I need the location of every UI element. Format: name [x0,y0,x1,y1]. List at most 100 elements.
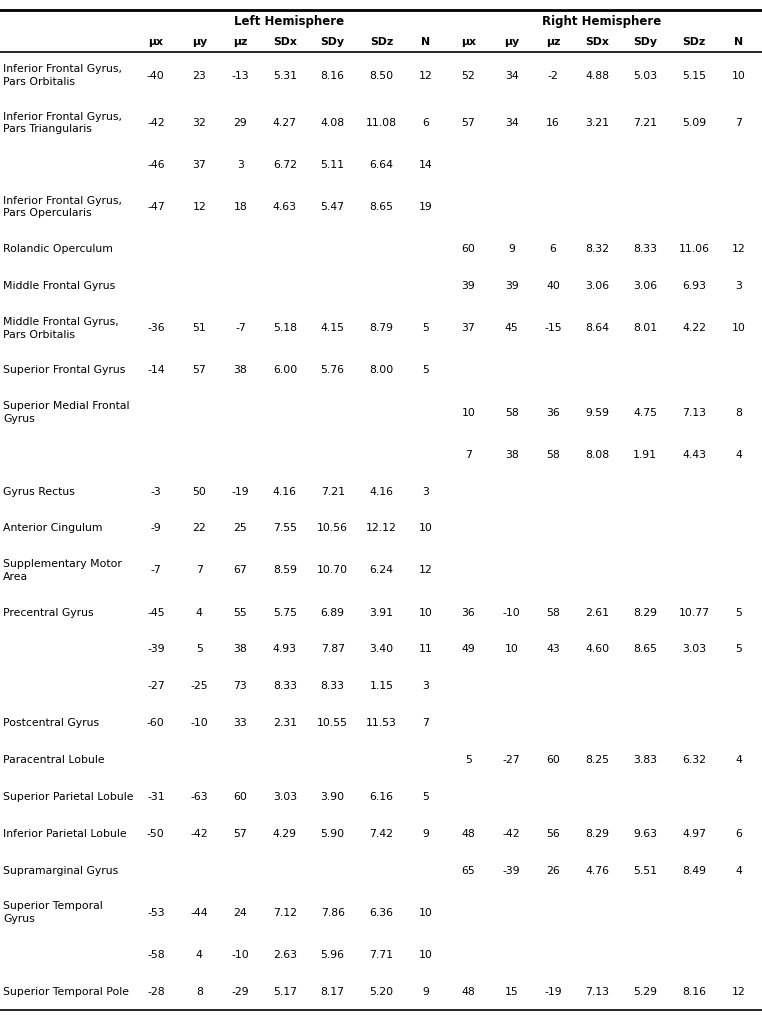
Text: 57: 57 [233,829,248,839]
Text: Inferior Parietal Lobule: Inferior Parietal Lobule [3,829,126,839]
Text: 5.29: 5.29 [633,986,657,996]
Text: 48: 48 [462,986,475,996]
Text: 8.50: 8.50 [370,71,393,81]
Text: 10.55: 10.55 [317,718,348,728]
Text: 15: 15 [504,986,519,996]
Text: -10: -10 [232,949,249,960]
Text: 4.60: 4.60 [585,645,610,654]
Text: 7.13: 7.13 [682,408,706,418]
Text: SDz: SDz [682,37,706,47]
Text: 23: 23 [192,71,206,81]
Text: 8.00: 8.00 [370,366,394,375]
Text: -28: -28 [147,986,165,996]
Text: 6.89: 6.89 [321,608,344,617]
Text: 6.00: 6.00 [273,366,297,375]
Text: 10.77: 10.77 [678,608,709,617]
Text: 10: 10 [419,523,433,533]
Text: 6: 6 [549,244,556,254]
Text: 8.33: 8.33 [633,244,657,254]
Text: 7.21: 7.21 [321,486,344,497]
Text: 6.64: 6.64 [370,160,393,171]
Text: 8.33: 8.33 [321,682,344,691]
Text: N: N [421,37,431,47]
Text: 5.96: 5.96 [321,949,344,960]
Text: 2.31: 2.31 [273,718,297,728]
Text: 33: 33 [233,718,248,728]
Text: 11: 11 [419,645,433,654]
Text: 7.12: 7.12 [273,908,297,918]
Text: 9.63: 9.63 [633,829,657,839]
Text: 5.51: 5.51 [633,866,657,876]
Text: -31: -31 [147,792,165,802]
Text: 8.64: 8.64 [585,323,610,333]
Text: 48: 48 [462,829,475,839]
Text: -42: -42 [147,119,165,128]
Text: 12: 12 [732,244,745,254]
Text: 2.61: 2.61 [585,608,610,617]
Text: 11.06: 11.06 [678,244,709,254]
Text: -46: -46 [147,160,165,171]
Text: 4: 4 [735,450,742,460]
Text: 26: 26 [546,866,560,876]
Text: Anterior Cingulum: Anterior Cingulum [3,523,103,533]
Text: -7: -7 [235,323,246,333]
Text: 8.32: 8.32 [585,244,610,254]
Text: 3.91: 3.91 [370,608,393,617]
Text: 5.90: 5.90 [321,829,344,839]
Text: 4.27: 4.27 [273,119,297,128]
Text: 4: 4 [196,608,203,617]
Text: Middle Frontal Gyrus: Middle Frontal Gyrus [3,281,115,291]
Text: μx: μx [149,37,163,47]
Text: 10.70: 10.70 [317,565,348,575]
Text: Supplementary Motor
Area: Supplementary Motor Area [3,559,122,582]
Text: 6: 6 [735,829,742,839]
Text: μz: μz [233,37,248,47]
Text: 3.06: 3.06 [585,281,610,291]
Text: 4.16: 4.16 [370,486,393,497]
Text: Inferior Frontal Gyrus,
Pars Orbitalis: Inferior Frontal Gyrus, Pars Orbitalis [3,64,122,87]
Text: 3: 3 [735,281,742,291]
Text: μy: μy [504,37,519,47]
Text: 58: 58 [546,608,560,617]
Text: 7.87: 7.87 [321,645,344,654]
Text: 12: 12 [419,565,433,575]
Text: Postcentral Gyrus: Postcentral Gyrus [3,718,99,728]
Text: 10: 10 [504,645,519,654]
Text: SDx: SDx [585,37,610,47]
Text: 9: 9 [423,986,430,996]
Text: Superior Parietal Lobule: Superior Parietal Lobule [3,792,133,802]
Text: 25: 25 [233,523,248,533]
Text: 6.36: 6.36 [370,908,393,918]
Text: 3.83: 3.83 [633,755,657,765]
Text: 11.08: 11.08 [366,119,397,128]
Text: 36: 36 [546,408,560,418]
Text: 10: 10 [419,949,433,960]
Text: 7.13: 7.13 [585,986,610,996]
Text: μz: μz [546,37,560,47]
Text: 8.65: 8.65 [633,645,657,654]
Text: 3.03: 3.03 [682,645,706,654]
Text: 60: 60 [546,755,560,765]
Text: 10: 10 [732,323,745,333]
Text: 7.55: 7.55 [273,523,297,533]
Text: Superior Temporal
Gyrus: Superior Temporal Gyrus [3,901,103,924]
Text: -10: -10 [503,608,520,617]
Text: 7.71: 7.71 [370,949,393,960]
Text: Inferior Frontal Gyrus,
Pars Opercularis: Inferior Frontal Gyrus, Pars Opercularis [3,196,122,219]
Text: 8: 8 [735,408,742,418]
Text: 8.01: 8.01 [633,323,657,333]
Text: 3: 3 [423,682,430,691]
Text: 4.08: 4.08 [321,119,344,128]
Text: 10: 10 [419,908,433,918]
Text: -36: -36 [147,323,165,333]
Text: 24: 24 [233,908,248,918]
Text: Supramarginal Gyrus: Supramarginal Gyrus [3,866,118,876]
Text: 55: 55 [233,608,248,617]
Text: 3.21: 3.21 [585,119,610,128]
Text: -29: -29 [232,986,249,996]
Text: 43: 43 [546,645,560,654]
Text: -63: -63 [190,792,208,802]
Text: 5.11: 5.11 [321,160,344,171]
Text: 1.15: 1.15 [370,682,393,691]
Text: 4.93: 4.93 [273,645,297,654]
